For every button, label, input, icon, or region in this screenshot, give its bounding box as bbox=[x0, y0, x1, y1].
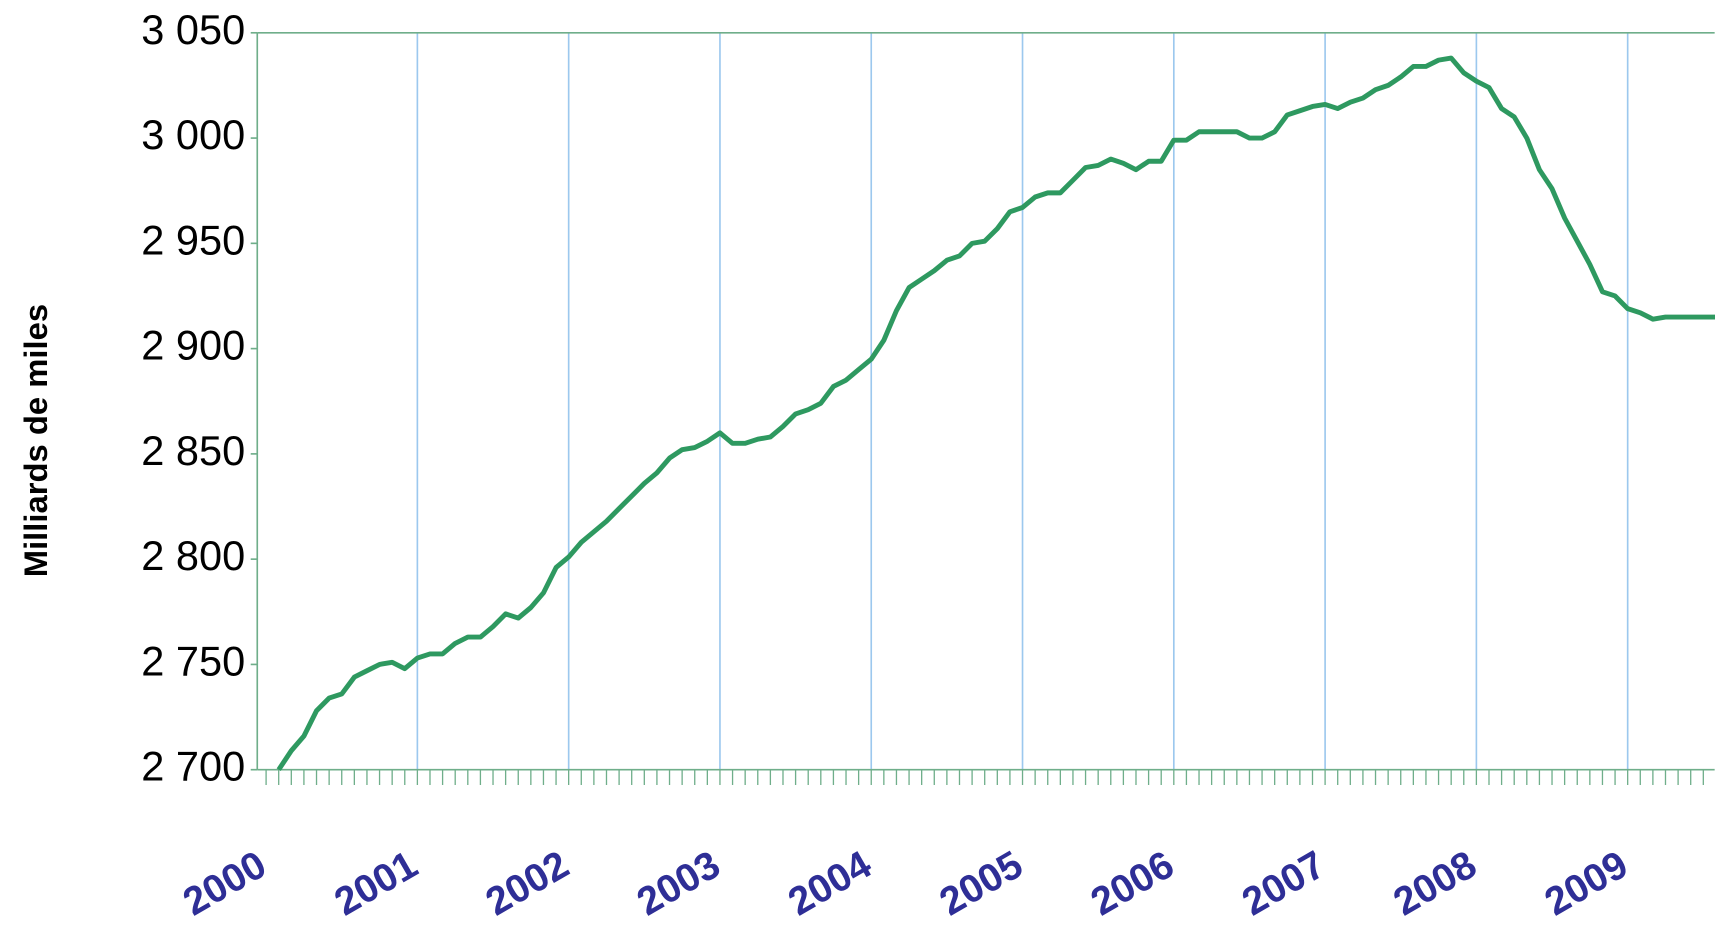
x-tick-label: 2005 bbox=[932, 842, 1030, 924]
x-tick-label: 2007 bbox=[1235, 842, 1333, 924]
y-tick-label: 3 050 bbox=[141, 6, 245, 53]
y-tick-label: 2 700 bbox=[141, 743, 245, 790]
x-tick-label: 2008 bbox=[1386, 842, 1484, 924]
y-tick-label: 2 900 bbox=[141, 322, 245, 369]
x-tick-label: 2004 bbox=[781, 842, 879, 924]
x-tick-label: 2000 bbox=[176, 842, 274, 924]
x-tick-label: 2006 bbox=[1084, 842, 1182, 924]
x-tick-label: 2009 bbox=[1537, 842, 1635, 924]
y-tick-label: 2 950 bbox=[141, 216, 245, 263]
line bbox=[276, 55, 1715, 772]
y-tick-label: 2 750 bbox=[141, 637, 245, 684]
y-tick-label: 2 800 bbox=[141, 532, 245, 579]
x-tick-label: 2003 bbox=[630, 842, 728, 924]
y-axis-title: Milliards de miles bbox=[17, 304, 54, 577]
x-tick-label: 2002 bbox=[478, 842, 576, 924]
x-tick-label: 2001 bbox=[327, 842, 425, 924]
y-tick-label: 2 850 bbox=[141, 427, 245, 474]
y-tick-label: 3 000 bbox=[141, 111, 245, 158]
